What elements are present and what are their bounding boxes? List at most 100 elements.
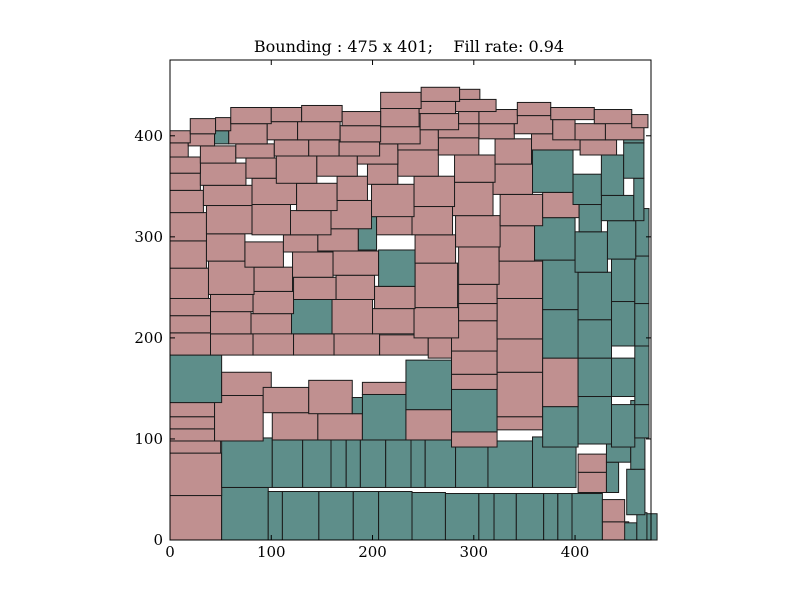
- packed-rect: [542, 309, 579, 359]
- packed-rect: [380, 91, 422, 110]
- rectangles-layer: [169, 86, 658, 541]
- y-tick-label: 200: [134, 329, 163, 347]
- packed-rect: [372, 308, 415, 335]
- packed-rect: [454, 154, 496, 183]
- packed-rect: [419, 113, 460, 131]
- packed-rect: [361, 381, 408, 395]
- packed-rect: [290, 210, 332, 236]
- packed-rect: [600, 194, 635, 222]
- packed-rect: [458, 111, 480, 125]
- packed-rect: [577, 271, 613, 321]
- packed-rect: [379, 126, 421, 145]
- packed-rect: [205, 233, 246, 262]
- packed-rect: [361, 393, 407, 441]
- packed-rect: [496, 338, 544, 373]
- packed-rect: [169, 452, 223, 497]
- packed-rect: [634, 345, 650, 406]
- packed-rect: [451, 388, 498, 433]
- packed-rect: [552, 119, 576, 141]
- packed-rect: [169, 354, 223, 404]
- chart-title: Bounding : 475 x 401; Fill rate: 0.94: [254, 37, 564, 56]
- packed-rect: [574, 123, 606, 141]
- packed-rect: [189, 118, 217, 135]
- packed-rect: [499, 193, 544, 227]
- packed-rect: [623, 142, 645, 179]
- packed-rect: [169, 440, 222, 454]
- packed-rect: [169, 130, 191, 144]
- packed-rect: [252, 290, 295, 315]
- packed-rect: [380, 108, 420, 128]
- packed-rect: [292, 251, 334, 278]
- packed-rect: [572, 173, 602, 206]
- packed-rect: [487, 440, 534, 488]
- packed-rect: [513, 115, 554, 135]
- packed-rect: [611, 301, 636, 347]
- packed-rect: [496, 297, 544, 340]
- packed-rect: [577, 453, 607, 473]
- packed-rect: [221, 486, 269, 541]
- x-tick-label: 0: [165, 543, 175, 561]
- packed-rect: [351, 397, 363, 415]
- packed-rect: [636, 512, 648, 541]
- packed-rect: [378, 490, 413, 541]
- packed-rect: [169, 240, 207, 269]
- packed-rect: [230, 106, 272, 125]
- packed-rect: [405, 359, 453, 411]
- packed-rect: [169, 212, 207, 242]
- packed-rect: [378, 249, 416, 287]
- packed-rect: [542, 259, 579, 311]
- packed-rect: [424, 439, 457, 488]
- packed-rect: [270, 106, 303, 123]
- packed-rect: [452, 181, 494, 217]
- packed-rect: [571, 493, 603, 541]
- packed-rect: [451, 350, 498, 375]
- packed-rect: [634, 404, 650, 439]
- packed-rect: [169, 156, 201, 174]
- packed-rect: [451, 373, 498, 390]
- packed-rect: [371, 183, 415, 218]
- packed-rect: [302, 439, 332, 488]
- packed-rect: [296, 182, 338, 212]
- packed-rect: [273, 139, 310, 157]
- packed-rect: [606, 220, 637, 260]
- packed-rect: [646, 513, 658, 541]
- packed-rect: [169, 315, 212, 334]
- y-tick-label: 300: [134, 228, 163, 246]
- packed-rect: [336, 175, 368, 201]
- x-tick-label: 100: [257, 543, 286, 561]
- packed-rect: [267, 490, 283, 541]
- packed-rect: [605, 461, 620, 494]
- packed-rect: [455, 98, 497, 113]
- packed-rect: [496, 371, 544, 418]
- packed-rect: [493, 493, 517, 541]
- packed-rect: [169, 416, 216, 430]
- packed-rect: [210, 333, 254, 356]
- packed-rect: [199, 162, 247, 186]
- packed-rect: [250, 313, 293, 335]
- packed-rect: [244, 241, 284, 268]
- x-tick-label: 200: [358, 543, 387, 561]
- packed-rect: [459, 88, 481, 100]
- packed-rect: [542, 357, 579, 408]
- packed-rect: [338, 141, 381, 157]
- packed-rect: [600, 154, 625, 196]
- packed-rect: [593, 109, 633, 125]
- packed-rect: [550, 106, 595, 121]
- packed-rect: [455, 440, 489, 488]
- packed-rect: [169, 172, 201, 191]
- packed-rect: [245, 157, 277, 179]
- packed-rect: [418, 100, 457, 115]
- packed-rect: [405, 409, 453, 441]
- packed-rect: [205, 205, 253, 235]
- packed-rect: [301, 104, 343, 123]
- packed-rect: [228, 123, 268, 145]
- packed-rect: [601, 499, 626, 523]
- packed-rect: [577, 357, 613, 398]
- packed-rect: [293, 276, 337, 300]
- packed-rect: [455, 215, 501, 248]
- packed-rect: [397, 149, 439, 177]
- axes-frame: [169, 59, 652, 541]
- packed-rect: [578, 204, 602, 233]
- packed-rect: [458, 303, 498, 322]
- packed-rect: [414, 262, 459, 309]
